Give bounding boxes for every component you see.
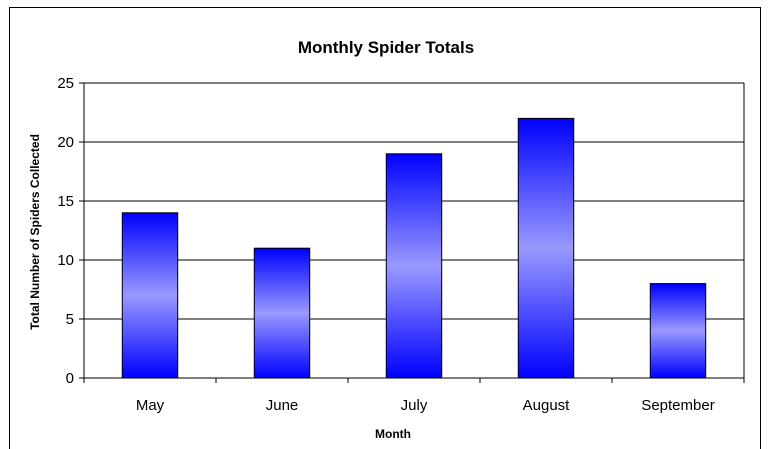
- x-tick-label: June: [266, 397, 299, 414]
- y-axis-title: Total Number of Spiders Collected: [28, 134, 42, 330]
- y-tick-label: 20: [57, 134, 74, 151]
- bar-july: [385, 153, 443, 379]
- y-tick-label: 25: [57, 75, 74, 92]
- y-tick-label: 5: [66, 311, 74, 328]
- bars: [121, 117, 707, 379]
- x-tick-labels: May June July August September: [136, 397, 715, 414]
- chart-title: Monthly Spider Totals: [298, 38, 474, 57]
- x-tick-label: May: [136, 397, 165, 414]
- bar-august: [517, 117, 575, 379]
- bar-september: [649, 283, 707, 379]
- y-tick-label: 10: [57, 252, 74, 269]
- x-tick-label: September: [641, 397, 714, 414]
- axes: [79, 82, 745, 383]
- bar-june: [253, 247, 311, 379]
- x-tick-label: August: [523, 397, 571, 414]
- y-tick-labels: 0 5 10 15 20 25: [57, 75, 74, 387]
- y-tick-label: 15: [57, 193, 74, 210]
- x-tick-label: July: [401, 397, 428, 414]
- bar-may: [121, 212, 179, 379]
- x-axis-title: Month: [375, 427, 411, 441]
- y-tick-label: 0: [66, 370, 74, 387]
